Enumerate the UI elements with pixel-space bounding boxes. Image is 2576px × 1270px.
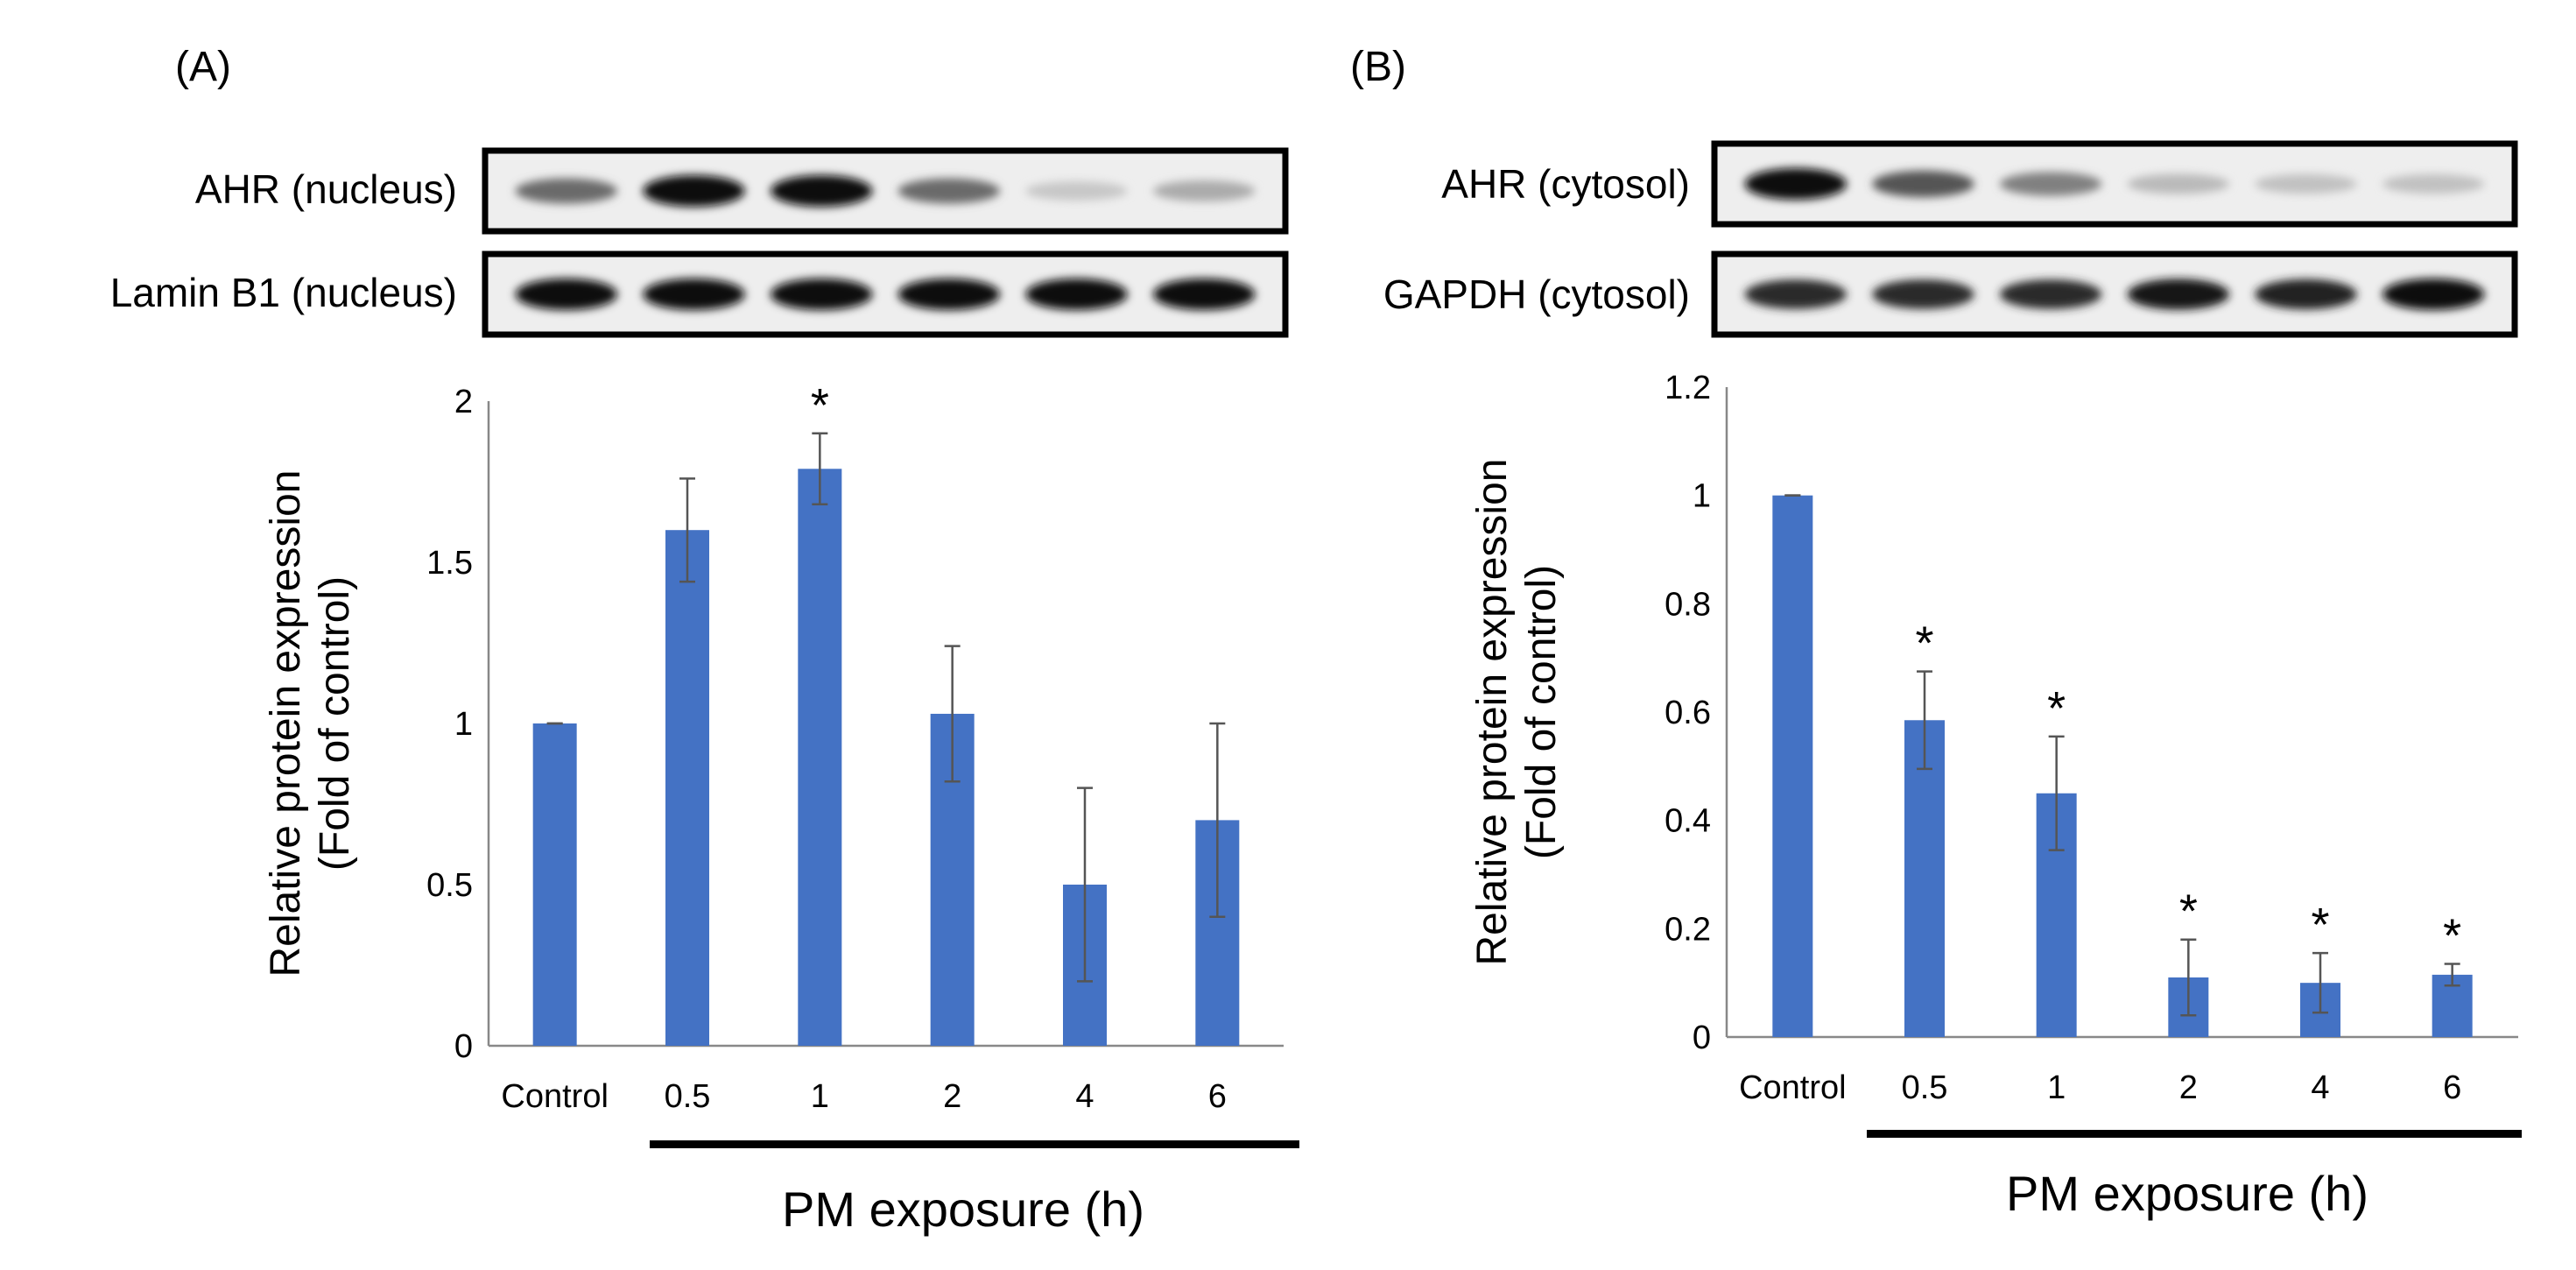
blot-a1-band bbox=[643, 175, 745, 207]
xlabel-b: PM exposure (h) bbox=[2006, 1166, 2368, 1221]
chart-a-ytick-label: 2 bbox=[454, 384, 473, 420]
chart-a-category-label: 6 bbox=[1208, 1078, 1227, 1115]
blot-b1-band bbox=[1744, 168, 1848, 200]
chart-b-category-label: 6 bbox=[2443, 1069, 2461, 1106]
blot-b1-band bbox=[2382, 173, 2485, 194]
blot-b1-band bbox=[1999, 172, 2102, 196]
chart-b-category-label: Control bbox=[1739, 1069, 1847, 1106]
chart-a-ytick-label: 0 bbox=[454, 1028, 473, 1065]
panel-b-label: (B) bbox=[1350, 44, 1406, 90]
chart-b-ytick-label: 1 bbox=[1693, 478, 1711, 515]
chart-b-significance: * bbox=[2179, 885, 2198, 938]
chart-a-category-label: 1 bbox=[811, 1078, 829, 1115]
blot-b1-label: AHR (cytosol) bbox=[1441, 161, 1690, 207]
chart-a-category-label: 2 bbox=[943, 1078, 961, 1115]
chart-b-category-label: 4 bbox=[2311, 1069, 2329, 1106]
chart-b-category-label: 1 bbox=[2047, 1069, 2066, 1106]
chart-a-category-label: Control bbox=[501, 1078, 609, 1115]
blot-b2-frame bbox=[1711, 250, 2518, 338]
xlabel-a: PM exposure (h) bbox=[782, 1182, 1144, 1237]
blot-b2-band bbox=[2255, 279, 2357, 310]
panel-b: (B) AHR (cytosol) GAPDH (cytosol) 0 0.2 0.… bbox=[1350, 44, 2522, 1221]
chart-a-bar bbox=[532, 723, 577, 1046]
exposure-bar-b bbox=[1867, 1130, 2522, 1138]
blot-b1-frame bbox=[1711, 140, 2518, 228]
chart-a-ylabel: (Fold of control) bbox=[312, 576, 358, 871]
blot-b1-bands bbox=[1744, 168, 2485, 200]
blot-a2-band bbox=[643, 279, 745, 310]
blot-b2-bands bbox=[1744, 279, 2485, 310]
blot-a1-band bbox=[1152, 180, 1256, 201]
blot-b2-band bbox=[2382, 279, 2485, 310]
blot-a2-band bbox=[1152, 279, 1256, 310]
chart-b-ytick-label: 0.4 bbox=[1665, 803, 1711, 840]
chart-a-category-label: 4 bbox=[1075, 1078, 1094, 1115]
exposure-bar-a bbox=[650, 1140, 1299, 1148]
chart-b-category-label: 0.5 bbox=[1902, 1069, 1948, 1106]
blot-b2-band bbox=[1744, 279, 1848, 309]
blot-a2-frame bbox=[482, 250, 1289, 338]
blot-a1-label: AHR (nucleus) bbox=[195, 166, 457, 212]
blot-a2-band bbox=[897, 279, 1001, 310]
chart-a: 0 0.5 1 1.5 2 Relative protein expression (Fol… bbox=[263, 379, 1284, 1115]
blot-b1-band bbox=[2255, 173, 2357, 194]
chart-b-significance: * bbox=[2047, 682, 2066, 735]
chart-b: 0 0.2 0.4 0.6 0.8 1 1.2 Relative protein expres… bbox=[1469, 370, 2518, 1106]
chart-b-significance: * bbox=[2311, 899, 2329, 951]
chart-b-significance: * bbox=[1915, 617, 1933, 670]
blot-a1-band bbox=[897, 178, 1001, 204]
blot-a1-bands bbox=[515, 175, 1256, 207]
blot-a1-frame bbox=[482, 147, 1289, 235]
chart-b-ylabel: Relative protein expression bbox=[1469, 459, 1516, 966]
blot-b2-band bbox=[2127, 279, 2230, 310]
chart-b-significance: * bbox=[2443, 910, 2461, 963]
chart-b-ytick-label: 0.6 bbox=[1665, 695, 1711, 731]
chart-a-bar bbox=[798, 469, 842, 1046]
chart-b-ytick-label: 0.2 bbox=[1665, 911, 1711, 948]
chart-b-ytick-label: 1.2 bbox=[1665, 370, 1711, 406]
blot-b2-band bbox=[1872, 279, 1974, 309]
blot-a2-label: Lamin B1 (nucleus) bbox=[110, 270, 457, 315]
chart-a-ytick-label: 0.5 bbox=[426, 867, 473, 904]
chart-b-ytick-label: 0 bbox=[1693, 1020, 1711, 1056]
chart-b-ylabel: (Fold of control) bbox=[1518, 565, 1565, 859]
panel-a-label: (A) bbox=[175, 44, 231, 90]
blot-a1-band bbox=[515, 178, 618, 204]
blot-a2-band bbox=[1025, 279, 1128, 310]
blot-a1-band bbox=[1025, 181, 1128, 201]
chart-b-category-label: 2 bbox=[2179, 1069, 2198, 1106]
blot-b1-band bbox=[2127, 173, 2230, 194]
blot-a1-band bbox=[770, 175, 873, 207]
panel-a: (A) AHR (nucleus) Lamin B1 (nucleus) 0 0.… bbox=[110, 44, 1299, 1237]
chart-a-ytick-label: 1.5 bbox=[426, 545, 473, 582]
chart-a-significance: * bbox=[811, 379, 829, 432]
blot-a2-bands bbox=[515, 279, 1256, 310]
blot-b2-label: GAPDH (cytosol) bbox=[1383, 272, 1690, 317]
chart-b-bar bbox=[1772, 495, 1813, 1037]
chart-a-ylabel: Relative protein expression bbox=[263, 470, 309, 977]
blot-b2-band bbox=[1999, 279, 2102, 309]
blot-b1-band bbox=[1872, 170, 1974, 198]
chart-a-bar bbox=[665, 530, 709, 1046]
chart-b-ytick-label: 0.8 bbox=[1665, 586, 1711, 623]
chart-a-ytick-label: 1 bbox=[454, 706, 473, 743]
chart-a-category-label: 0.5 bbox=[665, 1078, 711, 1115]
blot-a2-band bbox=[515, 279, 618, 310]
blot-a2-band bbox=[770, 279, 873, 310]
chart-b-bar bbox=[1904, 720, 1945, 1037]
